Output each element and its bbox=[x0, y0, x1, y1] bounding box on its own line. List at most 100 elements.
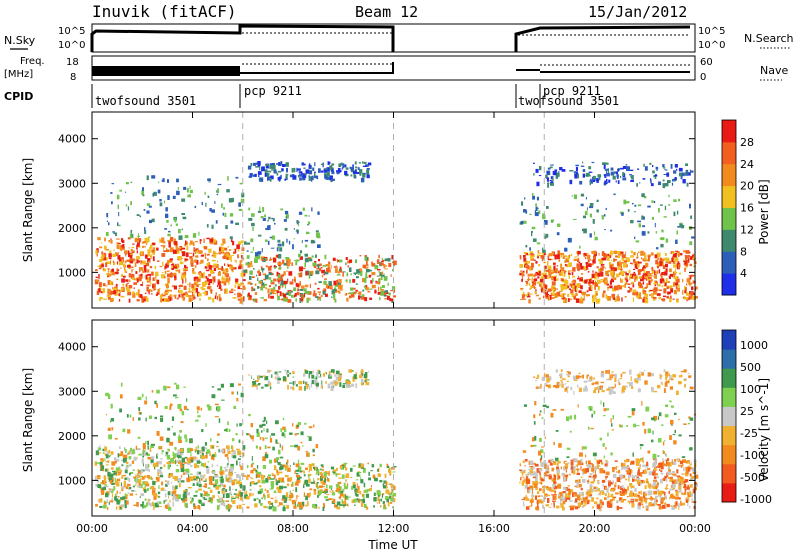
velocity-cell bbox=[556, 472, 560, 476]
power-cell bbox=[622, 177, 627, 181]
power-cell bbox=[590, 178, 592, 182]
power-cell bbox=[575, 171, 578, 176]
velocity-cell bbox=[546, 471, 549, 474]
velocity-cell bbox=[662, 460, 665, 465]
velocity-cell bbox=[198, 488, 202, 491]
velocity-cell bbox=[314, 380, 318, 385]
power-cell bbox=[252, 162, 256, 166]
power-cell bbox=[579, 298, 584, 304]
power-cell bbox=[106, 295, 111, 297]
power-cell bbox=[520, 298, 524, 301]
power-cell bbox=[311, 255, 314, 258]
velocity-cell bbox=[130, 449, 133, 455]
power-cell bbox=[134, 262, 137, 267]
velocity-cell bbox=[138, 417, 141, 421]
power-cell bbox=[588, 166, 592, 170]
velocity-cell bbox=[162, 489, 167, 492]
power-cell bbox=[377, 269, 381, 271]
velocity-cell bbox=[296, 425, 300, 428]
velocity-cell bbox=[196, 449, 200, 455]
power-cell bbox=[175, 250, 180, 254]
velocity-cell bbox=[687, 484, 689, 488]
velocity-cell bbox=[158, 485, 160, 490]
power-cell bbox=[295, 282, 298, 287]
velocity-cell bbox=[684, 490, 686, 493]
power-cell bbox=[561, 293, 564, 299]
velocity-cell bbox=[113, 472, 117, 476]
velocity-cell bbox=[648, 497, 652, 500]
velocity-cell bbox=[541, 478, 545, 482]
power-cell bbox=[532, 195, 535, 200]
velocity-cell bbox=[692, 467, 696, 473]
power-cell bbox=[175, 270, 179, 272]
velocity-cell bbox=[589, 500, 591, 502]
velocity-cell bbox=[271, 433, 276, 436]
velocity-cell bbox=[589, 494, 593, 497]
power-cell bbox=[313, 290, 316, 294]
power-cell bbox=[101, 251, 103, 254]
power-cell bbox=[132, 243, 135, 245]
velocity-cell bbox=[106, 451, 109, 455]
velocity-cell bbox=[104, 458, 106, 461]
power-cell bbox=[171, 264, 175, 266]
velocity-cell bbox=[608, 504, 613, 508]
power-cell bbox=[382, 259, 385, 262]
power-cell bbox=[99, 246, 103, 249]
power-cell bbox=[365, 164, 369, 167]
power-cell bbox=[560, 252, 565, 256]
power-cell bbox=[563, 293, 566, 295]
velocity-cell bbox=[574, 506, 578, 510]
power-cell bbox=[324, 168, 328, 170]
velocity-cell bbox=[243, 452, 245, 457]
velocity-cell bbox=[294, 444, 299, 448]
power-cell bbox=[166, 260, 170, 265]
power-cell bbox=[635, 291, 638, 296]
velocity-cell bbox=[581, 462, 584, 466]
power-cell bbox=[172, 272, 177, 277]
power-cell bbox=[552, 288, 554, 293]
velocity-cell bbox=[269, 435, 271, 438]
velocity-cell bbox=[125, 449, 127, 453]
power-cell bbox=[162, 245, 166, 248]
power-cell bbox=[175, 243, 178, 248]
velocity-cell bbox=[627, 467, 630, 470]
power-cell bbox=[294, 294, 296, 298]
power-cell bbox=[162, 298, 164, 301]
power-cell bbox=[607, 287, 609, 291]
power-cell bbox=[639, 283, 643, 288]
power-cell bbox=[353, 272, 358, 274]
velocity-cell bbox=[610, 489, 614, 492]
power-cell bbox=[554, 254, 557, 260]
velocity-cell bbox=[591, 476, 595, 479]
power-cell bbox=[171, 285, 176, 288]
velocity-cell bbox=[610, 418, 612, 423]
power-cell bbox=[278, 280, 280, 284]
power-cell bbox=[544, 269, 547, 272]
velocity-cell bbox=[616, 505, 619, 511]
velocity-cell bbox=[589, 489, 593, 493]
power-cell bbox=[269, 292, 272, 295]
power-cell bbox=[150, 289, 153, 292]
power-cell bbox=[129, 233, 134, 239]
velocity-cell bbox=[557, 461, 561, 464]
velocity-cell bbox=[357, 472, 362, 474]
velocity-cell bbox=[136, 485, 138, 487]
power-cell bbox=[142, 187, 144, 191]
power-cell bbox=[204, 290, 208, 296]
velocity-cell bbox=[105, 454, 109, 459]
power-cell bbox=[233, 267, 237, 270]
power-cell bbox=[222, 275, 224, 278]
power-cell bbox=[153, 247, 156, 250]
velocity-cell bbox=[386, 498, 389, 503]
power-cell bbox=[105, 249, 109, 251]
velocity-cell bbox=[357, 466, 360, 469]
velocity-cell bbox=[117, 469, 122, 472]
power-cell bbox=[123, 250, 128, 254]
velocity-cell bbox=[536, 468, 541, 473]
velocity-cell bbox=[658, 416, 660, 420]
velocity-cell bbox=[292, 489, 294, 491]
power-cell bbox=[214, 277, 216, 283]
power-cell bbox=[592, 270, 594, 273]
velocity-cell bbox=[624, 459, 628, 463]
velocity-cell bbox=[295, 384, 298, 387]
